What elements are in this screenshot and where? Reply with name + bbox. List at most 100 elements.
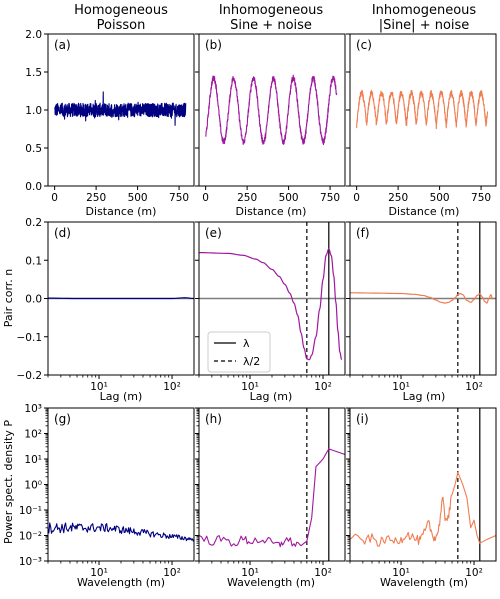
panel-f: 10¹ 10² (f) xyxy=(346,221,497,393)
x-tick-label: 500 xyxy=(279,192,299,204)
y-tick-label: 0.0 xyxy=(25,294,42,306)
y-tick-label: 0.0 xyxy=(25,181,42,193)
x-tick-label: 250 xyxy=(237,192,257,204)
plot-area xyxy=(356,89,489,130)
x-tick-label: 10¹ xyxy=(392,381,410,393)
xlabel-d: Lag (m) xyxy=(100,390,143,403)
y-tick-label: 10⁰ xyxy=(24,480,42,492)
xlabel-b: Distance (m) xyxy=(236,205,307,218)
x-tick-label: 10¹ xyxy=(241,567,259,579)
xlabel-g: Wavelength (m) xyxy=(77,576,165,589)
panel-label: (b) xyxy=(205,38,222,52)
legend-box xyxy=(207,331,271,373)
title-col3-line2: |Sine| + noise xyxy=(379,18,470,33)
xlabel-f: Lag (m) xyxy=(403,390,446,403)
y-tick-label: 10¹ xyxy=(24,454,42,466)
x-tick-label: 500 xyxy=(128,192,148,204)
panel-label: (i) xyxy=(356,412,369,426)
xlabel-h: Wavelength (m) xyxy=(227,576,315,589)
x-tick-label: 10¹ xyxy=(90,381,108,393)
x-tick-label: 10¹ xyxy=(392,567,410,579)
axes-frame xyxy=(198,33,346,187)
y-tick-label: 1.0 xyxy=(25,105,42,117)
y-tick-label: 1.5 xyxy=(25,67,42,79)
xlabel-i: Wavelength (m) xyxy=(380,576,468,589)
plot-area xyxy=(199,408,345,561)
x-tick-label: 750 xyxy=(320,192,340,204)
series-line xyxy=(356,89,489,130)
axes-frame xyxy=(349,407,497,562)
y-tick-label: 10³ xyxy=(24,403,42,415)
x-tick-label: 10² xyxy=(314,381,332,393)
y-tick-label: 10⁻² xyxy=(19,531,42,543)
plot-area xyxy=(48,297,194,300)
xlabel-e: Lag (m) xyxy=(250,390,293,403)
series-line xyxy=(350,471,496,547)
plot-area xyxy=(205,74,338,146)
y-tick-label: 2.0 xyxy=(25,29,42,41)
x-tick-label: 0 xyxy=(202,192,209,204)
x-tick-label: 750 xyxy=(169,192,189,204)
xlabel-a: Distance (m) xyxy=(86,205,157,218)
xlabel-c: Distance (m) xyxy=(389,205,460,218)
panel-label: (a) xyxy=(54,38,71,52)
y-tick-label: 10⁻¹ xyxy=(19,505,42,517)
series-line xyxy=(205,74,338,146)
title-col3-line1: Inhomogeneous xyxy=(372,3,477,18)
x-tick-label: 10² xyxy=(314,567,332,579)
panel-d: 10¹ 10² −0.2 −0.1 0.0 0.1 0.2 (d) xyxy=(17,217,195,393)
x-tick-label: 250 xyxy=(86,192,106,204)
panel-label: (c) xyxy=(356,38,372,52)
series-line xyxy=(350,292,494,304)
y-tick-label: 0.1 xyxy=(25,255,42,267)
panel-e: 10¹ 10² (e) xyxy=(195,221,346,393)
panel-a: 0 250 500 750 0.0 0.5 1.0 1.5 2.0 (a) xyxy=(25,29,195,204)
panel-h: 10¹ 10² (h) xyxy=(195,407,346,579)
panel-g: 10¹ 10² 10⁻³ 10⁻² 10⁻¹ 10⁰ 10¹ 10² 10³ (g) xyxy=(19,403,195,579)
series-line xyxy=(199,248,343,361)
axes-frame xyxy=(198,407,346,562)
title-col2-line2: Sine + noise xyxy=(230,18,312,33)
panel-label: (d) xyxy=(54,226,71,240)
plot-area xyxy=(350,222,496,375)
x-tick-label: 500 xyxy=(430,192,450,204)
x-tick-label: 10¹ xyxy=(90,567,108,579)
axes-frame xyxy=(47,407,195,562)
title-col2-line1: Inhomogeneous xyxy=(219,3,324,18)
y-tick-label: 0.5 xyxy=(25,143,42,155)
title-col1-line1: Homogeneous xyxy=(74,3,168,18)
panel-c: 0 250 500 750 (c) xyxy=(346,33,497,204)
series-line xyxy=(48,522,194,542)
ylabel-power-spectral-density: Power spect. density P xyxy=(2,420,15,544)
x-tick-label: 10² xyxy=(465,567,483,579)
ylabel-pair-correlation: Pair corr. n xyxy=(2,269,15,328)
legend: λ λ/2 xyxy=(207,331,271,373)
legend-lambda-label: λ xyxy=(243,337,250,350)
x-tick-label: 10² xyxy=(163,381,181,393)
panel-label: (g) xyxy=(54,412,71,426)
plot-area xyxy=(350,408,496,561)
series-line xyxy=(199,448,345,548)
y-tick-label: −0.1 xyxy=(17,332,43,344)
panel-label: (h) xyxy=(205,412,222,426)
plot-area xyxy=(54,91,187,126)
panel-i: 10¹ 10² (i) xyxy=(346,407,497,579)
x-tick-label: 0 xyxy=(51,192,58,204)
x-tick-label: 750 xyxy=(471,192,491,204)
plot-area xyxy=(48,522,194,542)
y-tick-label: 10² xyxy=(24,429,42,441)
legend-half-lambda-label: λ/2 xyxy=(243,355,260,368)
x-tick-label: 10¹ xyxy=(241,381,259,393)
x-tick-label: 250 xyxy=(388,192,408,204)
x-tick-label: 10² xyxy=(465,381,483,393)
y-tick-label: 10⁻³ xyxy=(19,556,42,568)
plot-area xyxy=(199,222,345,375)
title-col1-line2: Poisson xyxy=(97,18,146,33)
series-line xyxy=(54,91,187,126)
x-tick-label: 10² xyxy=(163,567,181,579)
panel-label: (f) xyxy=(356,226,370,240)
y-tick-label: 0.2 xyxy=(25,217,42,229)
panel-label: (e) xyxy=(205,226,222,240)
x-tick-label: 0 xyxy=(353,192,360,204)
